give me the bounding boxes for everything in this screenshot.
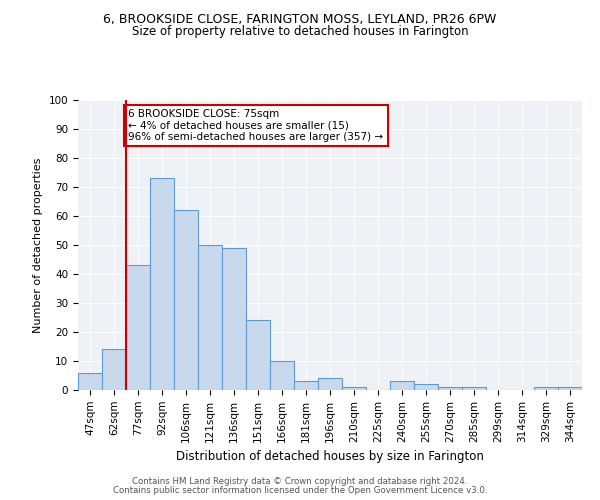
Bar — [438, 387, 462, 390]
Bar — [534, 387, 558, 390]
Bar — [342, 387, 366, 390]
Bar — [558, 387, 582, 390]
Bar — [294, 382, 318, 390]
X-axis label: Distribution of detached houses by size in Farington: Distribution of detached houses by size … — [176, 450, 484, 463]
Y-axis label: Number of detached properties: Number of detached properties — [33, 158, 43, 332]
Bar — [270, 361, 294, 390]
Bar — [198, 245, 222, 390]
Bar — [462, 387, 486, 390]
Bar — [390, 382, 414, 390]
Bar — [78, 372, 102, 390]
Bar — [318, 378, 342, 390]
Bar — [414, 384, 438, 390]
Bar — [222, 248, 246, 390]
Bar — [102, 350, 126, 390]
Text: 6 BROOKSIDE CLOSE: 75sqm
← 4% of detached houses are smaller (15)
96% of semi-de: 6 BROOKSIDE CLOSE: 75sqm ← 4% of detache… — [128, 108, 383, 142]
Text: 6, BROOKSIDE CLOSE, FARINGTON MOSS, LEYLAND, PR26 6PW: 6, BROOKSIDE CLOSE, FARINGTON MOSS, LEYL… — [103, 12, 497, 26]
Bar — [126, 266, 150, 390]
Text: Size of property relative to detached houses in Farington: Size of property relative to detached ho… — [131, 25, 469, 38]
Bar — [174, 210, 198, 390]
Text: Contains HM Land Registry data © Crown copyright and database right 2024.: Contains HM Land Registry data © Crown c… — [132, 477, 468, 486]
Bar — [150, 178, 174, 390]
Text: Contains public sector information licensed under the Open Government Licence v3: Contains public sector information licen… — [113, 486, 487, 495]
Bar — [246, 320, 270, 390]
